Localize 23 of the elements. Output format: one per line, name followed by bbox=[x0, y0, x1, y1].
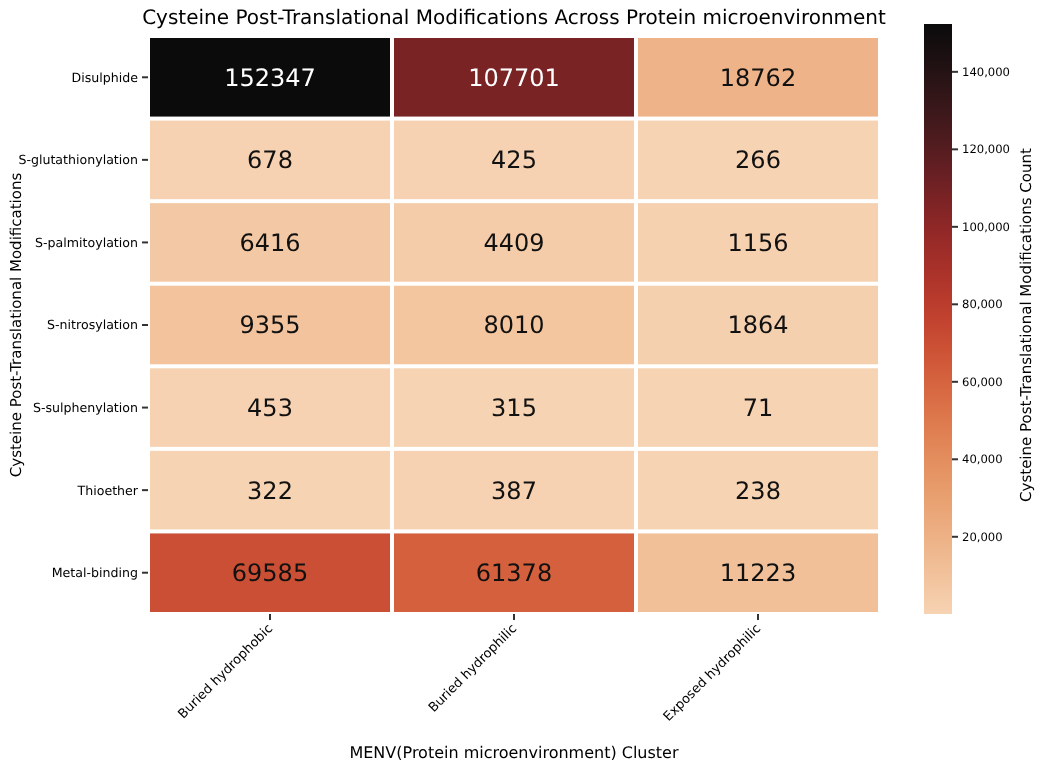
data-label: 11223 bbox=[719, 559, 797, 588]
data-label: 1864 bbox=[727, 311, 789, 340]
data-label: 9355 bbox=[239, 311, 301, 340]
data-label: 8010 bbox=[483, 311, 545, 340]
data-label: 1156 bbox=[727, 228, 789, 257]
data-label: 71 bbox=[742, 393, 774, 422]
data-label: 152347 bbox=[224, 63, 316, 92]
data-label: 6416 bbox=[239, 228, 301, 257]
data-label: 69585 bbox=[231, 559, 309, 588]
data-label: 425 bbox=[491, 146, 537, 175]
data-label: 4409 bbox=[483, 228, 545, 257]
data-label: 322 bbox=[247, 476, 293, 505]
x-axis-title: MENV(Protein microenvironment) Cluster bbox=[349, 744, 680, 762]
data-label: 107701 bbox=[468, 63, 560, 92]
data-label: 266 bbox=[735, 146, 781, 175]
data-label: 453 bbox=[247, 393, 293, 422]
data-label: 61378 bbox=[475, 559, 553, 588]
data-label: 18762 bbox=[719, 63, 797, 92]
data-label: 678 bbox=[247, 146, 293, 175]
data-label: 238 bbox=[735, 476, 781, 505]
data-label: 315 bbox=[491, 393, 537, 422]
data-label: 387 bbox=[491, 476, 537, 505]
chart-title: Cysteine Post-Translational Modifications Across Protein microenvironment bbox=[142, 8, 887, 30]
